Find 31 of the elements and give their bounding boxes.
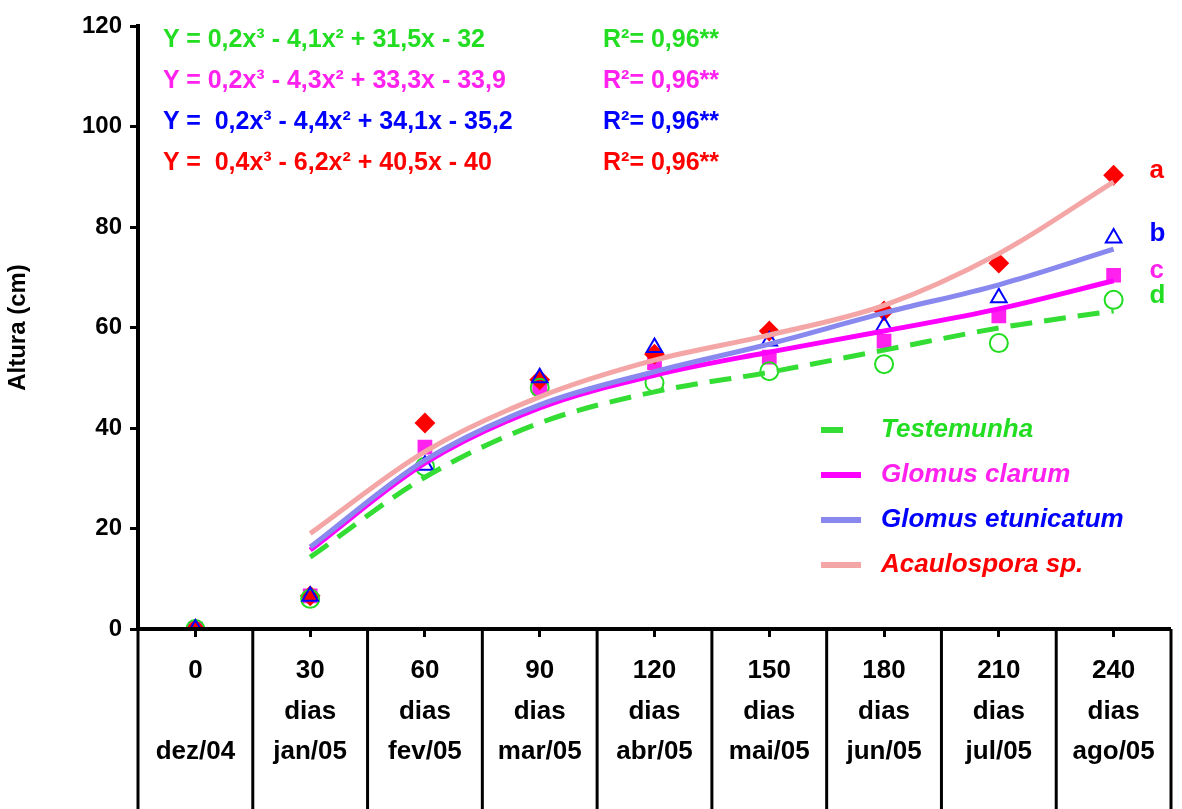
x-tick-label: 30 dias jan/05 <box>272 654 348 765</box>
annotation: Y = 0,2x³ - 4,1x² + 31,5x - 32 <box>163 23 485 52</box>
annotation: Y = 0,2x³ - 4,3x² + 33,3x - 33,9 <box>163 64 506 93</box>
legend-label: Testemunha <box>881 413 1034 444</box>
annotation: R²= 0,96** <box>603 64 720 93</box>
data-label: b <box>1149 217 1166 248</box>
y-tick-label: 80 <box>95 211 122 239</box>
category-label: 0 dez/04 <box>155 654 236 765</box>
x-tick-label: 150 dias mai/05 <box>728 654 810 765</box>
x-tick-label: 60 dias fev/05 <box>388 654 462 765</box>
x-tick-label: 90 dias mar/05 <box>497 654 582 765</box>
annotation: Y = 0,2x³ - 4,4x² + 34,1x - 35,2 <box>163 105 513 134</box>
x-tick-label: 210 dias jul/05 <box>964 654 1033 765</box>
y-tick-label: 120 <box>81 10 122 38</box>
y-tick-label: 100 <box>81 111 122 139</box>
y-tick-label: 0 <box>108 613 122 641</box>
legend-label: Glomus clarum <box>881 458 1071 489</box>
x-tick-label: 120 dias abr/05 <box>616 654 693 765</box>
legend-label: Glomus etunicatum <box>881 503 1124 534</box>
legend-label: Acaulospora sp. <box>880 548 1084 579</box>
x-tick-label: 180 dias jun/05 <box>845 654 922 765</box>
annotation: R²= 0,96** <box>603 105 720 134</box>
annotation: R²= 0,96** <box>603 23 720 52</box>
annotation: Y = 0,4x³ - 6,2x² + 40,5x - 40 <box>163 146 492 175</box>
y-tick-label: 60 <box>95 312 122 340</box>
annotation: R²= 0,96** <box>603 146 720 175</box>
y-axis-title: Altura (cm) <box>3 264 31 391</box>
y-tick-label: 40 <box>95 412 122 440</box>
data-label: a <box>1149 154 1165 185</box>
y-tick-label: 20 <box>95 513 122 541</box>
x-tick-label: 240 dias ago/05 <box>1072 654 1155 765</box>
